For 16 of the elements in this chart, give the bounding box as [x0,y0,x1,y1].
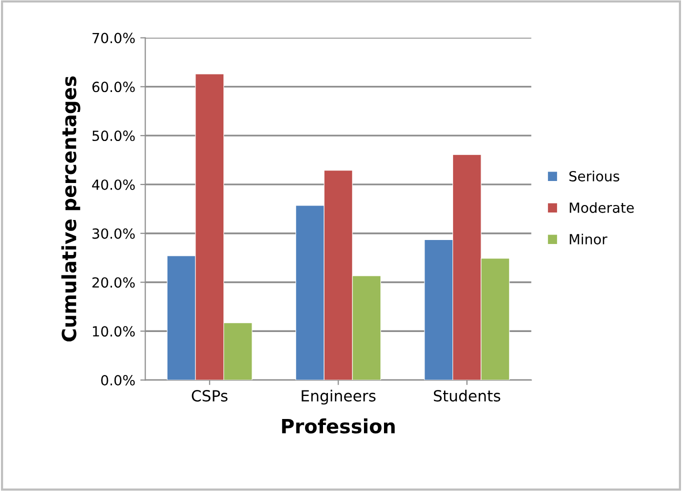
x-axis-title: Profession [282,418,395,434]
y-tick-label: 40.0% [92,179,135,190]
y-tick-label: 50.0% [92,130,135,142]
x-tick-label: Engineers [302,390,376,405]
y-tick-label: 10.0% [92,326,135,337]
y-axis-title: Cumulative percentages [61,76,80,342]
y-tick-label: 70.0% [92,32,135,44]
x-tick-label: Students [434,390,500,402]
x-tick-label: CSPs [192,390,228,402]
legend-label: Minor [570,234,608,244]
y-tick-label: 0.0% [101,375,135,386]
legend-label: Moderate [570,202,634,213]
y-tick-label: 20.0% [92,277,135,288]
legend-label: Serious [569,170,620,182]
y-tick-label: 60.0% [92,82,135,92]
y-tick-label: 30.0% [92,228,135,239]
